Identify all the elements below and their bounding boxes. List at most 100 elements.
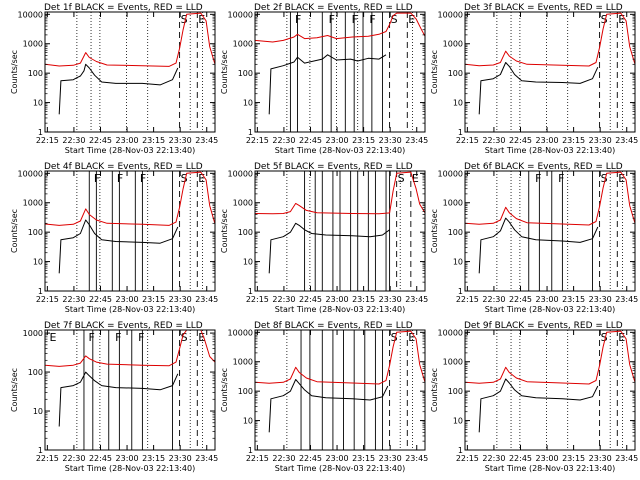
x-tick-label: 22:30 [272,454,295,463]
x-tick-label: 22:30 [62,136,85,145]
series-events [268,54,387,115]
x-tick-label: 22:15 [246,295,269,304]
y-tick-label: 1 [38,287,43,296]
series-events [268,222,390,274]
y-tick-label: 10000 [438,169,463,178]
y-tick-label: 10000 [18,169,43,178]
plot-frame [44,11,216,133]
plot-frame [464,329,636,451]
y-tick-label: 100 [238,387,253,396]
marker-label: F [295,13,301,26]
series-lld [464,12,636,67]
x-axis-label: Start Time (28-Nov-03 22:13:40) [275,146,405,155]
y-tick-label: 10000 [228,10,253,19]
marker-label: E [198,13,205,26]
x-tick-label: 22:15 [456,136,479,145]
x-tick-label: 22:45 [509,454,532,463]
x-tick-label: 22:30 [482,136,505,145]
series-lld [254,171,426,215]
y-axis-label: Counts/sec [10,209,19,253]
x-axis-label: Start Time (28-Nov-03 22:13:40) [485,146,615,155]
x-tick-label: 23:00 [536,295,559,304]
x-tick-label: 23:00 [326,454,349,463]
y-tick-label: 1000 [233,358,253,367]
panel-title: Det 2f BLACK = Events, RED = LLD [254,3,413,13]
x-tick-label: 23:15 [142,454,165,463]
x-axis-label: Start Time (28-Nov-03 22:13:40) [275,464,405,473]
marker-label: E [618,13,625,26]
marker-label: S [181,13,188,26]
y-tick-label: 1000 [443,40,463,49]
series-lld [464,171,636,226]
x-tick-label: 22:15 [36,136,59,145]
x-axis-label: Start Time (28-Nov-03 22:13:40) [65,146,195,155]
plot-frame [254,11,426,133]
x-tick-label: 22:30 [272,295,295,304]
x-tick-label: 23:45 [195,136,218,145]
x-tick-label: 23:15 [352,454,375,463]
y-tick-label: 100 [28,228,43,237]
marker-label: F [535,172,541,185]
plot-frame [44,329,216,451]
y-tick-label: 10 [33,407,43,416]
x-tick-label: 23:00 [116,454,139,463]
panel-title: Det 9f BLACK = Events, RED = LLD [464,321,623,331]
marker-label: F [352,13,358,26]
x-tick-label: 22:45 [299,136,322,145]
y-tick-label: 10000 [438,10,463,19]
marker-label: E [198,331,205,344]
y-axis-label: Counts/sec [10,50,19,94]
x-tick-label: 23:45 [615,136,638,145]
x-tick-label: 23:00 [536,454,559,463]
y-axis-label: Counts/sec [430,368,439,412]
y-tick-label: 100 [448,387,463,396]
series-events [478,62,599,115]
x-tick-label: 23:15 [562,454,585,463]
x-axis-label: Start Time (28-Nov-03 22:13:40) [65,305,195,314]
x-tick-label: 22:15 [246,454,269,463]
series-lld [464,330,636,385]
marker-label: S [181,331,188,344]
marker-label: S [601,13,608,26]
y-tick-label: 1000 [23,329,43,338]
y-tick-label: 1 [458,287,463,296]
series-lld [44,329,216,367]
marker-label: E [618,172,625,185]
marker-label: E [198,172,205,185]
x-tick-label: 22:15 [456,454,479,463]
x-tick-label: 23:45 [615,295,638,304]
x-tick-label: 22:45 [89,295,112,304]
marker-label: F [94,172,100,185]
y-tick-label: 10000 [228,169,253,178]
marker-label: S [391,13,398,26]
x-tick-label: 23:15 [562,136,585,145]
y-tick-label: 10 [453,99,463,108]
marker-label: E [408,331,415,344]
x-tick-label: 22:30 [272,136,295,145]
y-axis-label: Counts/sec [430,209,439,253]
y-tick-label: 100 [238,228,253,237]
x-tick-label: 23:15 [142,136,165,145]
y-tick-label: 100 [238,69,253,78]
marker-label: S [181,172,188,185]
y-axis-label: Counts/sec [220,50,229,94]
y-axis-label: Counts/sec [10,368,19,412]
panel-title: Det 5f BLACK = Events, RED = LLD [254,162,413,172]
x-tick-label: 22:30 [62,295,85,304]
y-tick-label: 10000 [438,328,463,337]
y-tick-label: 100 [28,69,43,78]
x-axis-label: Start Time (28-Nov-03 22:13:40) [275,305,405,314]
x-tick-label: 23:15 [142,295,165,304]
marker-label: S [391,331,398,344]
x-tick-label: 23:30 [169,136,192,145]
marker-label: S [398,172,405,185]
y-tick-label: 100 [28,368,43,377]
x-tick-label: 23:45 [195,295,218,304]
x-tick-label: 23:15 [352,295,375,304]
